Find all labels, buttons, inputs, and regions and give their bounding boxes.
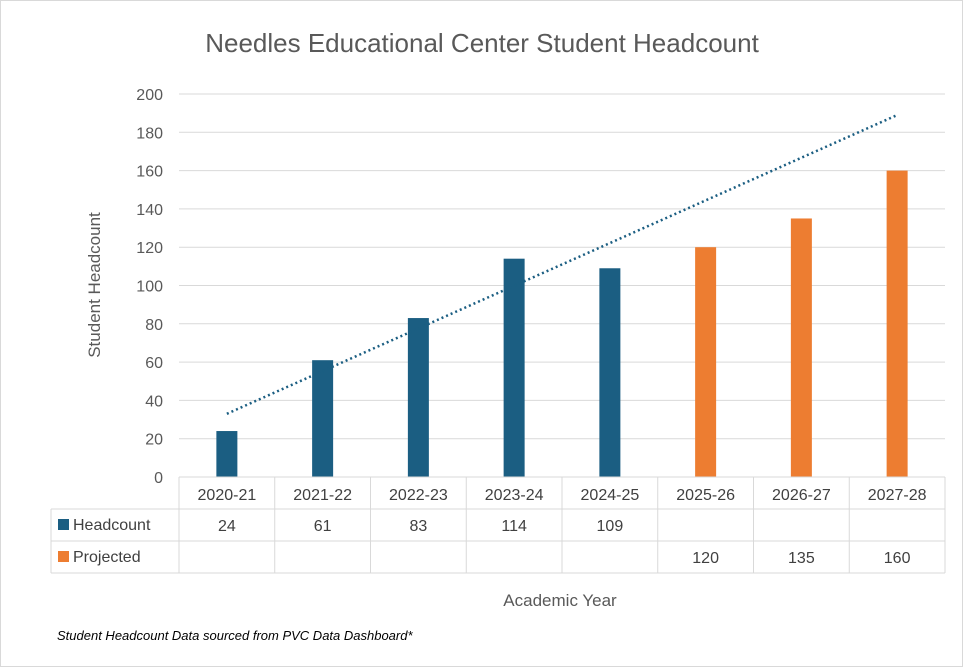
data-label: 135 [788,550,815,567]
chart-title: Needles Educational Center Student Headc… [205,28,759,58]
data-label: 83 [409,518,427,535]
data-table: 2020-21 2021-22 2022-23 2023-24 2024-25 2025-… [50,476,946,574]
y-tick-label: 200 [136,87,163,104]
legend-key-headcount [58,519,69,530]
x-tick-label: 2022-23 [389,487,448,504]
trendline [226,113,898,415]
data-label: 114 [501,518,527,535]
bars [216,170,908,477]
y-tick-label: 100 [136,279,163,296]
bar-headcount [503,258,525,477]
y-tick-label: 20 [145,432,163,449]
footnote: Student Headcount Data sourced from PVC … [57,628,413,643]
data-label: 61 [314,518,332,535]
bar-headcount [312,360,334,477]
bar-projected [790,218,812,477]
trendline-path [226,113,898,415]
x-axis-title: Academic Year [503,591,617,610]
bar-headcount [599,268,621,477]
y-tick-label: 160 [136,164,163,181]
legend-label: Headcount [73,517,151,534]
y-tick-label: 180 [136,125,163,142]
x-tick-label: 2027-28 [868,487,927,504]
bar-projected [695,247,717,477]
data-label: 160 [884,550,911,567]
bar-projected [886,170,908,477]
y-tick-label: 40 [145,393,163,410]
x-tick-label: 2024-25 [581,487,640,504]
legend-key-projected [58,551,69,562]
x-tick-label: 2021-22 [293,487,352,504]
y-axis-ticks: 0 20 40 60 80 100 120 140 160 180 200 [136,87,163,487]
y-tick-label: 0 [154,470,163,487]
x-tick-label: 2023-24 [485,487,544,504]
x-tick-label: 2026-27 [772,487,831,504]
y-tick-label: 120 [136,240,163,257]
legend-label: Projected [73,549,141,566]
y-tick-label: 60 [145,355,163,372]
gridlines [179,93,945,440]
data-label: 24 [218,518,236,535]
bar-headcount [407,318,429,477]
x-tick-label: 2025-26 [676,487,735,504]
x-tick-label: 2020-21 [198,487,257,504]
y-axis-title: Student Headcount [85,212,104,358]
y-tick-label: 80 [145,317,163,334]
y-tick-label: 140 [136,202,163,219]
bar-headcount [216,431,238,477]
data-label: 120 [692,550,719,567]
data-label: 109 [597,518,624,535]
